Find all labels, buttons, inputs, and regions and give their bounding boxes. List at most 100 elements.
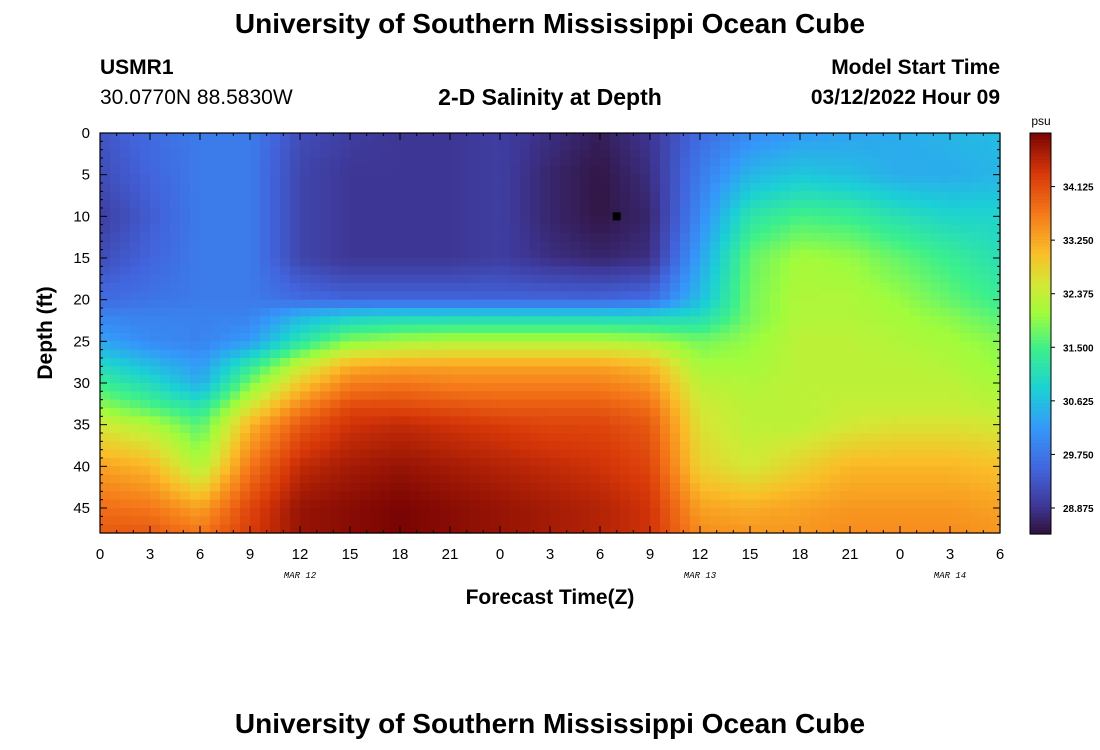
- heatmap-cell: [270, 249, 281, 259]
- heatmap-cell: [140, 133, 151, 142]
- heatmap-cell: [990, 233, 1001, 242]
- heatmap-cell: [460, 216, 471, 226]
- heatmap-cell: [390, 166, 401, 176]
- heatmap-cell: [520, 349, 531, 359]
- heatmap-cell: [290, 474, 301, 484]
- heatmap-cell: [800, 499, 811, 509]
- heatmap-cell: [820, 441, 831, 451]
- colorbar-segment: [1030, 243, 1051, 248]
- heatmap-cell: [490, 524, 501, 534]
- heatmap-cell: [160, 483, 171, 492]
- heatmap-cell: [130, 149, 141, 159]
- heatmap-cell: [420, 516, 431, 526]
- heatmap-cell: [330, 474, 341, 484]
- heatmap-cell: [560, 449, 571, 459]
- heatmap-cell: [310, 366, 321, 376]
- heatmap-cell: [210, 416, 221, 426]
- heatmap-cell: [840, 383, 851, 392]
- heatmap-cell: [900, 158, 911, 167]
- heatmap-cell: [190, 283, 201, 292]
- heatmap-cell: [820, 449, 831, 459]
- heatmap-cell: [250, 158, 261, 167]
- heatmap-cell: [420, 333, 431, 342]
- heatmap-cell: [340, 491, 351, 501]
- heatmap-cell: [250, 358, 261, 367]
- heatmap-cell: [680, 374, 691, 384]
- heatmap-cell: [200, 258, 211, 267]
- heatmap-cell: [770, 158, 781, 167]
- heatmap-cell: [380, 374, 391, 384]
- y-tick-label: 20: [73, 292, 90, 309]
- heatmap-cell: [650, 224, 661, 234]
- heatmap-cell: [550, 333, 561, 342]
- heatmap-cell: [180, 149, 191, 159]
- heatmap-cell: [880, 149, 891, 159]
- heatmap-cell: [200, 341, 211, 351]
- heatmap-cell: [380, 316, 391, 326]
- heatmap-cell: [150, 474, 161, 484]
- heatmap-cell: [570, 216, 581, 226]
- heatmap-cell: [140, 408, 151, 417]
- heatmap-cell: [180, 333, 191, 342]
- heatmap-cell: [880, 366, 891, 376]
- heatmap-cell: [700, 416, 711, 426]
- heatmap-cell: [120, 283, 131, 292]
- heatmap-cell: [580, 216, 591, 226]
- heatmap-cell: [470, 458, 481, 467]
- heatmap-cell: [660, 241, 671, 251]
- heatmap-cell: [270, 383, 281, 392]
- heatmap-cell: [800, 283, 811, 292]
- heatmap-cell: [760, 499, 771, 509]
- heatmap-cell: [610, 241, 621, 251]
- heatmap-cell: [600, 508, 611, 517]
- heatmap-cell: [810, 516, 821, 526]
- heatmap-cell: [630, 208, 641, 217]
- heatmap-cell: [180, 508, 191, 517]
- heatmap-cell: [350, 508, 361, 517]
- heatmap-cell: [240, 324, 251, 334]
- heatmap-cell: [660, 158, 671, 167]
- heatmap-cell: [170, 391, 181, 401]
- heatmap-cell: [140, 158, 151, 167]
- heatmap-cell: [500, 241, 511, 251]
- heatmap-cell: [100, 466, 111, 476]
- heatmap-cell: [440, 408, 451, 417]
- heatmap-cell: [860, 324, 871, 334]
- heatmap-cell: [830, 283, 841, 292]
- heatmap-cell: [160, 191, 171, 201]
- heatmap-cell: [700, 466, 711, 476]
- heatmap-cell: [610, 474, 621, 484]
- heatmap-cell: [310, 158, 321, 167]
- heatmap-cell: [850, 191, 861, 201]
- heatmap-cell: [170, 458, 181, 467]
- heatmap-cell: [940, 416, 951, 426]
- heatmap-cell: [270, 441, 281, 451]
- heatmap-cell: [540, 324, 551, 334]
- heatmap-cell: [470, 199, 481, 209]
- heatmap-cell: [150, 433, 161, 442]
- heatmap-cell: [950, 349, 961, 359]
- heatmap-cell: [620, 458, 631, 467]
- heatmap-cell: [420, 408, 431, 417]
- heatmap-cell: [700, 508, 711, 517]
- heatmap-cell: [340, 466, 351, 476]
- colorbar-segment: [1030, 480, 1051, 485]
- colorbar-segment: [1030, 270, 1051, 274]
- heatmap-cell: [500, 408, 511, 417]
- heatmap-cell: [390, 308, 401, 317]
- heatmap-cell: [570, 374, 581, 384]
- heatmap-cell: [330, 449, 341, 459]
- heatmap-cell: [110, 499, 121, 509]
- heatmap-cell: [560, 516, 571, 526]
- heatmap-cell: [540, 391, 551, 401]
- heatmap-cell: [210, 324, 221, 334]
- heatmap-cell: [420, 274, 431, 284]
- heatmap-cell: [740, 224, 751, 234]
- colorbar-segment: [1030, 143, 1051, 147]
- heatmap-cell: [880, 333, 891, 342]
- heatmap-cell: [820, 508, 831, 517]
- heatmap-cell: [190, 341, 201, 351]
- heatmap-cell: [860, 308, 871, 317]
- heatmap-cell: [660, 516, 671, 526]
- heatmap-cell: [150, 349, 161, 359]
